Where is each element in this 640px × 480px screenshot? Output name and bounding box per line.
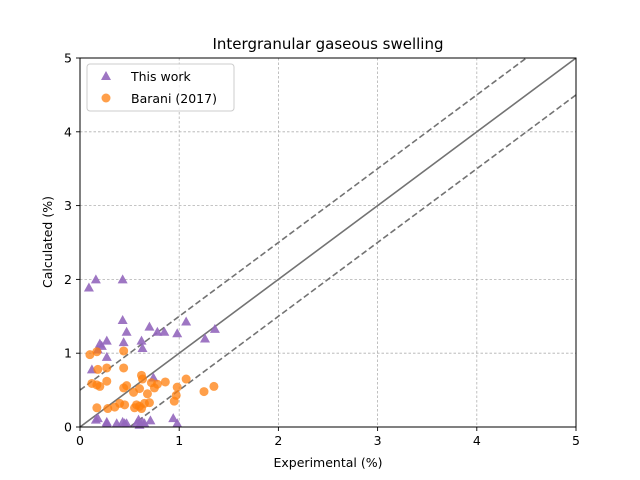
point-barani-25 — [142, 389, 152, 399]
legend-marker-barani — [101, 93, 111, 103]
point-barani-21 — [135, 384, 145, 394]
identity-line-0 — [80, 58, 576, 427]
plot-frame — [79, 57, 577, 428]
point-barani-1 — [92, 347, 102, 357]
point-this-work-20 — [209, 323, 220, 333]
point-this-work-23 — [92, 413, 103, 423]
point-barani-7 — [102, 376, 112, 386]
legend-label-barani: Barani (2017) — [131, 91, 217, 106]
x-tick-label-1: 1 — [175, 433, 183, 448]
point-this-work-9 — [117, 314, 128, 324]
legend-box — [86, 63, 235, 112]
x-tick-label-0: 0 — [76, 433, 84, 448]
y-tick-label-0: 0 — [64, 420, 72, 435]
point-this-work-11 — [121, 326, 132, 336]
dashed-reference-line-1 — [80, 58, 528, 391]
point-this-work-12 — [136, 335, 147, 345]
point-this-work-17 — [172, 328, 183, 338]
point-barani-33 — [172, 382, 182, 392]
point-this-work-18 — [181, 316, 192, 326]
point-barani-34 — [181, 374, 191, 384]
point-barani-12 — [120, 400, 130, 410]
legend: This work Barani (2017) — [86, 63, 235, 112]
point-this-work-33 — [145, 415, 156, 425]
point-this-work-15 — [152, 326, 163, 336]
point-this-work-7 — [101, 335, 112, 345]
point-this-work-16 — [159, 326, 170, 336]
y-axis-label: Calculated (%) — [40, 196, 55, 288]
point-barani-9 — [103, 404, 113, 414]
dashed-reference-line-2 — [128, 94, 576, 427]
point-barani-5 — [93, 364, 103, 374]
y-tick-label-5: 5 — [64, 51, 72, 66]
point-this-work-2 — [117, 274, 128, 284]
y-tick-label-1: 1 — [64, 346, 72, 361]
point-barani-14 — [119, 346, 129, 356]
point-this-work-1 — [90, 274, 101, 284]
point-barani-8 — [92, 403, 102, 413]
x-tick-label-4: 4 — [473, 433, 481, 448]
point-barani-30 — [160, 377, 170, 387]
point-barani-13 — [119, 363, 129, 373]
x-tick-label-2: 2 — [274, 433, 282, 448]
legend-marker-this-work — [101, 71, 111, 80]
point-barani-6 — [102, 363, 112, 373]
point-this-work-0 — [83, 282, 94, 292]
point-this-work-10 — [118, 337, 129, 347]
point-this-work-36 — [121, 418, 132, 428]
point-barani-36 — [209, 381, 219, 391]
chart-title: Intergranular gaseous swelling — [213, 35, 444, 53]
point-this-work-35 — [172, 418, 183, 428]
y-tick-label-4: 4 — [64, 124, 72, 139]
point-barani-4 — [95, 381, 105, 391]
x-tick-label-5: 5 — [572, 433, 580, 448]
point-barani-35 — [199, 387, 209, 397]
point-barani-23 — [137, 374, 147, 384]
point-barani-0 — [85, 350, 95, 360]
point-this-work-25 — [101, 418, 112, 428]
plot-area: 0 1 2 3 4 5 0 1 2 3 4 5 — [64, 51, 580, 449]
x-axis-label: Experimental (%) — [274, 455, 383, 470]
point-barani-29 — [152, 379, 162, 389]
point-barani-16 — [122, 381, 132, 391]
point-this-work-6 — [96, 340, 107, 350]
point-this-work-19 — [199, 333, 210, 343]
legend-label-this-work: This work — [130, 69, 192, 84]
point-this-work-8 — [101, 351, 112, 361]
point-barani-32 — [171, 390, 181, 400]
y-tick-label-3: 3 — [64, 198, 72, 213]
point-barani-37 — [137, 404, 147, 414]
y-tick-label-2: 2 — [64, 272, 72, 287]
point-barani-26 — [144, 398, 154, 408]
x-tick-label-3: 3 — [374, 433, 382, 448]
point-this-work-14 — [144, 321, 155, 331]
point-this-work-34 — [168, 413, 179, 423]
point-this-work-13 — [137, 343, 148, 353]
